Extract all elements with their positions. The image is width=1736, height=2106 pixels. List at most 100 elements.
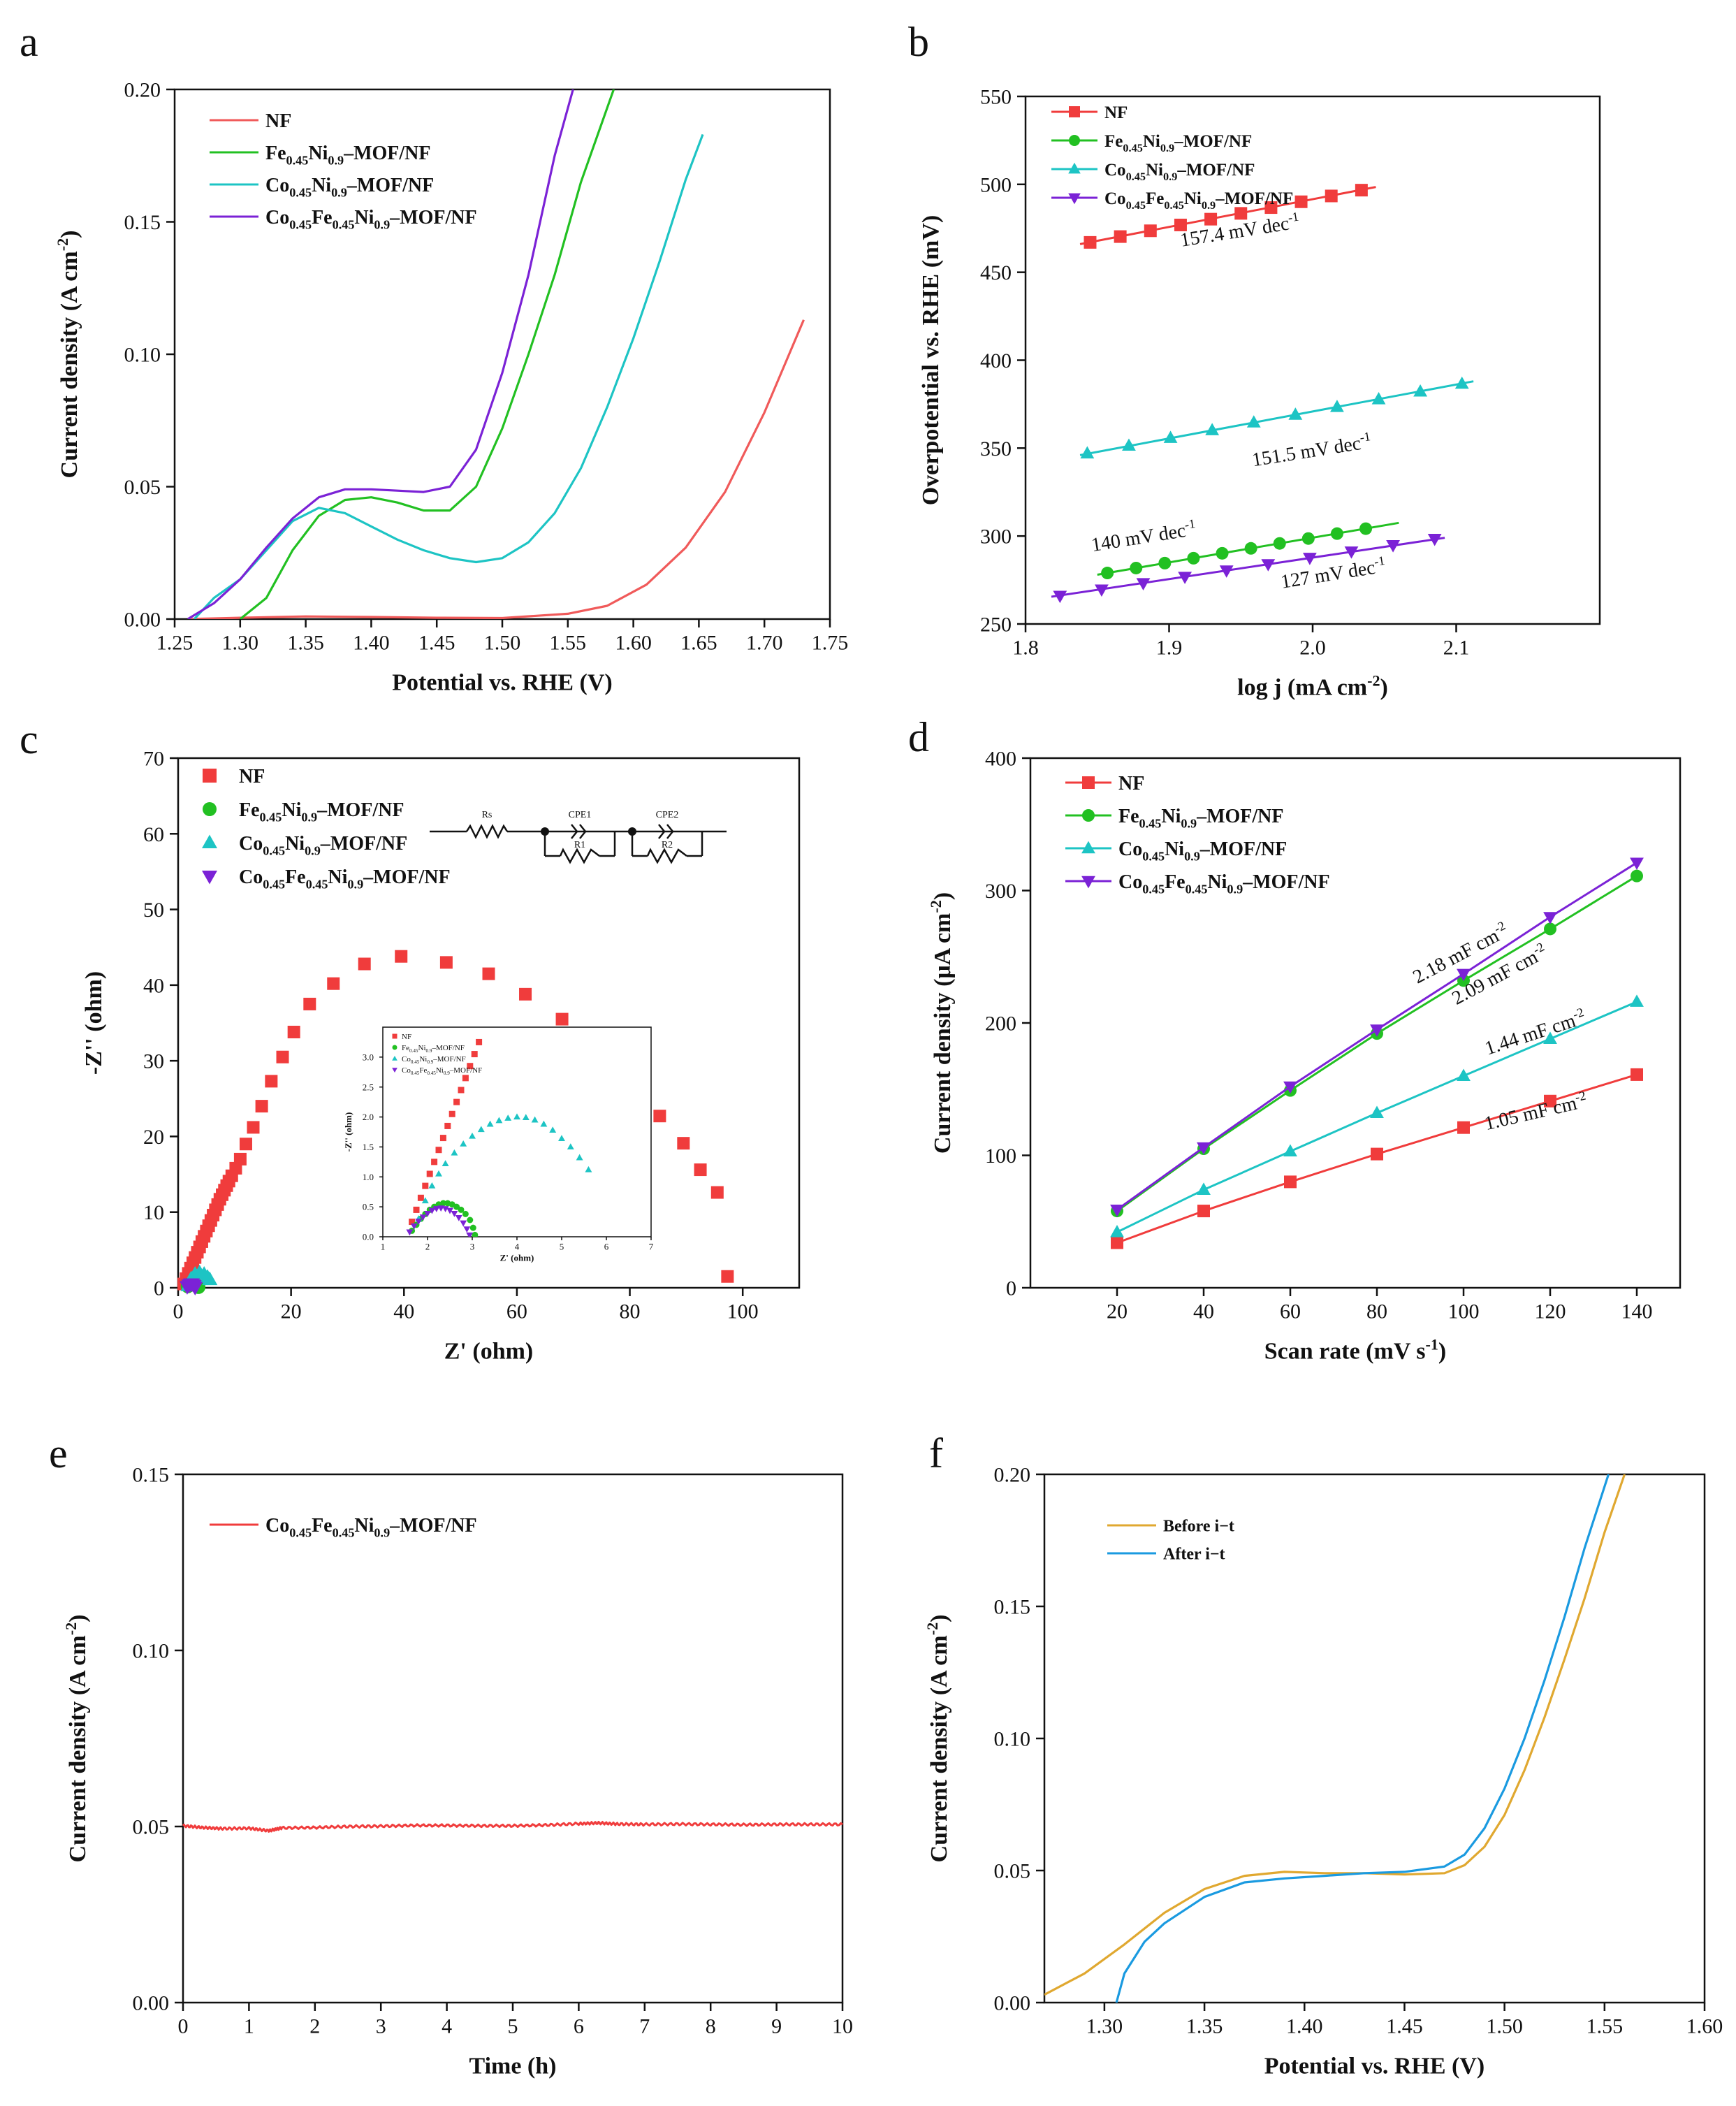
text-span: 127 mV dec — [1279, 557, 1377, 593]
text-span: 0.45 — [263, 844, 285, 858]
text-span: 0.45 — [427, 1070, 436, 1076]
text-span: –MOF/NF — [320, 833, 407, 855]
text-span: -1 — [1183, 516, 1196, 532]
x-tick-label: 1.55 — [1587, 2015, 1624, 2038]
y-tick-label: 0.05 — [994, 1860, 1031, 1883]
text-span: Co — [402, 1066, 411, 1075]
equivalent-circuit: Rs CPE1 R1 CPE2 R2 — [430, 810, 727, 864]
x-tick-label: 6 — [574, 2015, 584, 2038]
text-span: 0.45 — [409, 1048, 418, 1054]
text-span: 0.45 — [1164, 199, 1183, 212]
data-point — [1197, 1142, 1211, 1155]
legend-label: Co0.45Fe0.45Ni0.9–MOF/NF — [265, 1515, 477, 1540]
x-tick-label: 10 — [832, 2015, 853, 2038]
inset-data-point — [409, 1219, 416, 1226]
x-tick-label: 140 — [1621, 1300, 1653, 1323]
x-axis-label: Z' (ohm) — [500, 1253, 534, 1263]
series-line — [187, 319, 805, 619]
series — [1051, 533, 1445, 604]
data-point — [1283, 1081, 1297, 1094]
legend-entry: NF — [203, 766, 265, 787]
text-span: Ni — [1161, 806, 1181, 827]
text-span: Z' (ohm) — [444, 1339, 534, 1365]
circuit-label: R1 — [574, 840, 585, 850]
data-point — [1325, 189, 1338, 203]
text-span: 140 mV dec — [1090, 520, 1188, 556]
x-tick-label: 1.50 — [484, 632, 521, 655]
data-point — [1234, 207, 1248, 220]
slope-annotation: 151.5 mV dec-1 — [1250, 429, 1373, 471]
data-point — [1158, 556, 1172, 569]
legend-label: Fe0.45Ni0.9–MOF/NF — [1118, 806, 1284, 831]
legend-entry: Co0.45Ni0.9–MOF/NF — [1051, 161, 1255, 183]
inset-data-point — [442, 1206, 449, 1212]
y-tick-label: 0.05 — [124, 476, 161, 499]
y-tick-label: 0 — [154, 1277, 164, 1300]
series-line — [182, 1820, 843, 1833]
x-tick-label: 0 — [173, 1300, 184, 1323]
x-tick-label: 8 — [706, 2015, 716, 2038]
x-tick-label: 1.60 — [615, 632, 652, 655]
inset-data-point — [460, 1140, 467, 1147]
legend-label: Co0.45Fe0.45Ni0.9–MOF/NF — [265, 207, 477, 232]
text-span: Ni — [285, 833, 305, 855]
inset-data-point — [451, 1210, 458, 1217]
data-point — [1095, 584, 1109, 597]
y-tick-label: 450 — [980, 261, 1012, 284]
text-span: -1 — [1359, 429, 1371, 444]
text-span: Scan rate (mV s — [1264, 1339, 1426, 1365]
x-axis-label: Z' (ohm) — [444, 1339, 534, 1365]
series — [1079, 376, 1474, 459]
panel-label: e — [49, 1430, 68, 1476]
inset-data-point — [466, 1232, 474, 1237]
inset-data-point — [567, 1143, 574, 1150]
data-point — [1294, 195, 1308, 208]
legend-entry: NF — [1065, 773, 1144, 794]
inset-data-point — [428, 1207, 436, 1214]
x-tick-label: 4 — [515, 1242, 520, 1252]
panel-label: d — [908, 714, 929, 760]
text-span: 0.45 — [411, 1070, 420, 1076]
x-tick-label: 1.75 — [812, 632, 849, 655]
data-point — [187, 1281, 203, 1295]
text-span: 0.9 — [347, 878, 363, 892]
text-span: –MOF/NF — [389, 1515, 476, 1537]
inset-data-point — [585, 1165, 592, 1172]
x-tick-label: 1.65 — [680, 632, 717, 655]
x-tick-label: 1.30 — [1086, 2015, 1123, 2038]
panel-d: d 20 40 60 80 100 120 140 0 100 200 300 400 Scan rate… — [908, 714, 1682, 1365]
data-point — [1330, 400, 1344, 412]
text-span: -2 — [62, 1622, 80, 1635]
inset-data-point — [472, 1231, 479, 1237]
text-span: ) — [1380, 675, 1388, 701]
data-point — [1543, 912, 1557, 924]
y-tick-label: 30 — [143, 1050, 164, 1073]
text-span: Fe — [285, 866, 306, 888]
data-point — [1110, 1225, 1124, 1237]
x-tick-label: 1.25 — [156, 632, 194, 655]
text-span: 0.45 — [289, 218, 312, 232]
data-point — [1544, 1094, 1556, 1108]
text-span: –MOF/NF — [432, 1055, 465, 1063]
panel-label: c — [20, 716, 38, 762]
x-tick-label: 4 — [442, 2015, 452, 2038]
text-span: 0.45 — [1142, 850, 1165, 864]
x-axis-label: Time (h) — [469, 2054, 557, 2079]
series — [1111, 1068, 1643, 1249]
text-span: 0.9 — [1202, 199, 1216, 212]
text-span: NF — [265, 110, 291, 132]
text-span: 0.45 — [286, 154, 309, 168]
panel-c: c 0 20 40 60 80 100 0 10 20 30 40 50 60 70 Z' (ohm) -Z''… — [20, 716, 801, 1365]
cdl-annotation: 1.05 mF cm-2 — [1482, 1089, 1589, 1135]
x-tick-label: 5 — [560, 1242, 564, 1252]
x-tick-label: 0 — [178, 2015, 189, 2038]
legend-entry: Fe0.45Ni0.9–MOF/NF — [1065, 806, 1284, 831]
panel-label: f — [929, 1430, 943, 1476]
data-point — [482, 967, 495, 980]
text-span: Current density (A cm — [926, 1635, 952, 1862]
inset-data-point — [435, 1147, 442, 1154]
text-span: Ni — [1146, 161, 1163, 180]
data-point — [1130, 561, 1143, 574]
legend-entry: Co0.45Ni0.9–MOF/NF — [202, 833, 407, 858]
